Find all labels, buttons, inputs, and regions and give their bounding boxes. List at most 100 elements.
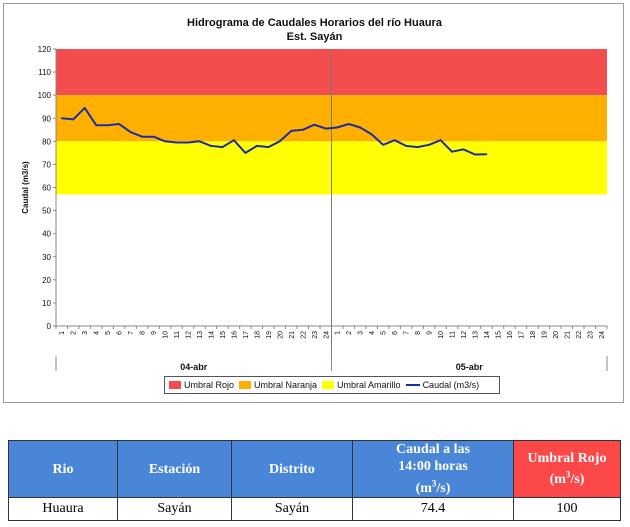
- legend-swatch-naranja: [239, 381, 252, 389]
- chart-subtitle-line: Est. Sayán: [286, 31, 343, 43]
- y-axis-label: Caudal (m3/s): [21, 161, 30, 214]
- data-point: [118, 123, 120, 125]
- legend-item-caudal: Caudal (m3/s): [405, 380, 480, 390]
- x-tick-label: 10: [438, 331, 445, 339]
- x-tick-label: 16: [231, 331, 238, 339]
- data-point: [267, 146, 270, 148]
- data-point: [221, 146, 224, 148]
- data-point: [152, 135, 155, 138]
- x-tick-label: 9: [151, 331, 158, 335]
- x-tick-label: 13: [197, 331, 204, 339]
- x-tick-label: 24: [323, 331, 330, 339]
- x-tick-label: 16: [507, 331, 514, 339]
- data-point: [451, 150, 453, 153]
- data-point: [474, 153, 476, 156]
- x-tick-label: 18: [530, 331, 537, 339]
- data-point: [106, 124, 109, 126]
- x-tick-label: 23: [312, 331, 319, 339]
- x-tick-label: 24: [599, 331, 606, 339]
- legend-line-caudal: [405, 384, 420, 386]
- x-tick-label: 19: [541, 331, 548, 339]
- x-tick-label: 5: [381, 331, 388, 335]
- data-point: [313, 123, 316, 126]
- data-point: [141, 135, 143, 138]
- data-point: [95, 124, 97, 126]
- x-tick-label: 11: [450, 331, 457, 338]
- y-tick-label: 10: [42, 299, 51, 308]
- x-tick-label: 2: [71, 331, 78, 335]
- data-point: [336, 126, 339, 129]
- y-tick-label: 90: [42, 114, 51, 123]
- data-point: [60, 117, 63, 120]
- chart-legend: Umbral Rojo Umbral Naranja Umbral Amaril…: [164, 376, 500, 394]
- data-point: [382, 144, 385, 146]
- header-umbral-line1: Umbral Rojo: [527, 450, 607, 466]
- cell-rio: Huaura: [8, 497, 118, 521]
- x-tick-label: 1: [335, 331, 342, 335]
- cell-caudal: 74.4: [352, 497, 514, 521]
- x-tick-label: 17: [243, 331, 250, 339]
- data-point: [462, 148, 465, 151]
- x-tick-label: 11: [174, 331, 181, 338]
- x-tick-label: 1: [59, 331, 66, 335]
- legend-label: Umbral Rojo: [184, 380, 235, 390]
- data-point: [175, 141, 178, 144]
- data-point: [244, 152, 247, 154]
- header-caudal: Caudal a las 14:00 horas (m3/s): [352, 440, 514, 498]
- legend-label: Caudal (m3/s): [422, 380, 480, 390]
- data-point: [393, 139, 396, 141]
- x-tick-label: 10: [163, 331, 170, 339]
- day-group-label: 05-abr: [456, 362, 484, 372]
- x-tick-label: 15: [495, 331, 502, 339]
- x-tick-label: 3: [358, 331, 365, 335]
- x-tick-label: 20: [277, 331, 284, 339]
- data-point: [347, 123, 350, 125]
- x-tick-label: 14: [208, 331, 215, 339]
- data-point: [187, 141, 189, 144]
- legend-swatch-rojo: [169, 381, 181, 389]
- data-point: [485, 153, 488, 156]
- x-tick-label: 3: [82, 331, 89, 335]
- x-tick-label: 22: [576, 331, 583, 339]
- day-group-label: 04-abr: [180, 362, 208, 372]
- y-tick-label: 100: [38, 91, 52, 100]
- data-point: [198, 140, 201, 143]
- data-point: [83, 107, 86, 109]
- x-tick-label: 22: [300, 331, 307, 339]
- x-tick-label: 18: [254, 331, 261, 339]
- chart-title: Hidrograma de Caudales Horarios del río …: [4, 16, 625, 44]
- data-point: [129, 131, 132, 133]
- data-point: [302, 129, 304, 131]
- y-tick-label: 80: [42, 137, 51, 146]
- x-tick-label: 7: [128, 331, 135, 335]
- chart-title-line: Hidrograma de Caudales Horarios del río …: [187, 17, 442, 29]
- data-point: [359, 126, 362, 129]
- x-tick-label: 2: [346, 331, 353, 335]
- legend-item-umbral-amarillo: Umbral Amarillo: [322, 380, 401, 390]
- legend-item-umbral-rojo: Umbral Rojo: [169, 380, 234, 390]
- data-point: [325, 127, 327, 130]
- data-point: [256, 145, 258, 147]
- y-tick-label: 30: [42, 253, 51, 262]
- x-tick-label: 6: [117, 331, 124, 335]
- x-tick-label: 8: [140, 331, 147, 335]
- data-point: [233, 139, 235, 141]
- header-umbral-rojo: Umbral Rojo (m3/s): [513, 440, 621, 498]
- x-tick-label: 4: [94, 331, 101, 335]
- y-tick-label: 20: [42, 276, 51, 285]
- data-point: [428, 144, 430, 146]
- y-tick-label: 120: [38, 45, 52, 54]
- y-tick-label: 60: [42, 184, 51, 193]
- header-estacion: Estación: [117, 440, 232, 498]
- x-tick-label: 12: [461, 331, 468, 339]
- data-point: [72, 118, 74, 121]
- header-rio: Rio: [8, 440, 118, 498]
- data-point: [279, 140, 281, 143]
- data-point: [370, 133, 373, 136]
- series-line-caudal: [61, 106, 487, 156]
- flow-summary-table: Rio Estación Distrito Caudal a las 14:00…: [8, 440, 621, 521]
- y-tick-label: 110: [38, 68, 51, 77]
- data-point: [164, 140, 166, 143]
- legend-label: Umbral Amarillo: [337, 380, 401, 390]
- x-tick-label: 19: [266, 331, 273, 339]
